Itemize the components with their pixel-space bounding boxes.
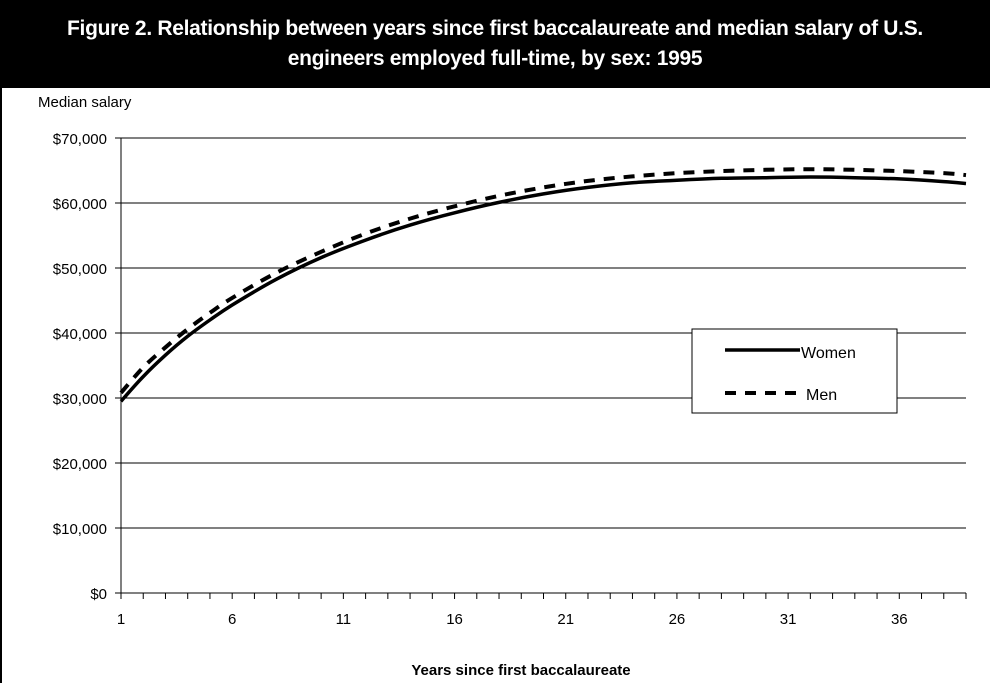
x-tick-labels: 1 6 11 16 21 26 31 36 [117, 611, 908, 628]
x-tick-label: 1 [117, 611, 125, 628]
figure-title: Figure 2. Relationship between years sin… [0, 0, 990, 88]
y-axis-label: Median salary [38, 94, 132, 111]
x-tick-label: 21 [557, 611, 574, 628]
series-line-women [119, 175, 967, 403]
x-tick-label: 16 [446, 611, 463, 628]
series-lines [119, 167, 967, 403]
y-tick-label: $0 [90, 586, 107, 603]
figure-title-line-1: Figure 2. Relationship between years sin… [67, 17, 923, 40]
axes [115, 137, 967, 599]
legend-label-men: Men [806, 387, 837, 404]
x-tick-label: 36 [891, 611, 908, 628]
x-tick-label: 26 [669, 611, 686, 628]
y-tick-label: $40,000 [53, 326, 107, 343]
x-tick-label: 31 [780, 611, 797, 628]
y-tick-label: $30,000 [53, 391, 107, 408]
x-tick-label: 11 [336, 611, 352, 628]
y-tick-label: $50,000 [53, 261, 107, 278]
legend: Women Men [691, 328, 898, 414]
x-axis-label: Years since first baccalaureate [411, 662, 630, 679]
y-tick-label: $20,000 [53, 456, 107, 473]
y-tick-label: $70,000 [53, 131, 107, 148]
y-tick-label: $10,000 [53, 521, 107, 538]
frame-left-border [0, 88, 2, 683]
figure-title-line-2: engineers employed full-time, by sex: 19… [287, 47, 703, 70]
legend-box [691, 328, 898, 414]
legend-label-women: Women [801, 345, 856, 362]
gridlines [121, 137, 966, 529]
x-tick-label: 6 [228, 611, 236, 628]
y-tick-label: $60,000 [53, 196, 107, 213]
y-tick-labels: $0 $10,000 $20,000 $30,000 $40,000 $50,000 $60… [53, 131, 107, 603]
